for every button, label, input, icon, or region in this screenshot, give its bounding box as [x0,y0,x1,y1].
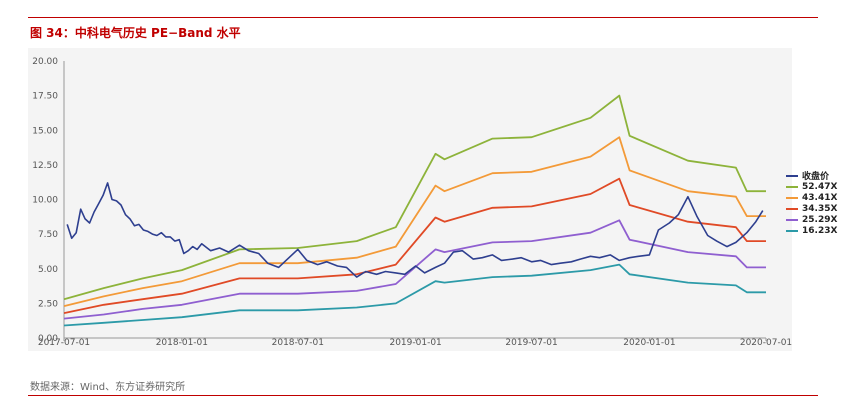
legend-item: 34.35X [786,203,837,214]
data-source: 数据来源：Wind、东方证券研究所 [30,382,186,393]
legend-item: 16.23X [786,225,837,236]
legend-label: 16.23X [802,225,838,236]
y-tick-label: 0.00 [38,334,58,344]
legend-label: 52.47X [802,181,838,192]
legend-label: 43.41X [802,192,838,203]
x-tick-label: 2019-01-01 [389,338,441,348]
legend-swatch [786,207,798,210]
top-rule [28,17,818,18]
series-line-band-2 [63,177,766,314]
figure-title: 图 34：中科电气历史 PE−Band 水平 [30,26,241,40]
legend-item: 43.41X [786,192,837,203]
series-line-close-price [66,182,764,278]
y-tick-label: 12.50 [32,161,58,171]
legend-item: 25.29X [786,214,837,225]
legend-label: 34.35X [802,203,838,214]
legend-swatch [786,185,798,188]
legend-item: 52.47X [786,181,837,192]
x-tick-label: 2018-07-01 [272,338,324,348]
x-tick-label: 2019-07-01 [505,338,557,348]
y-tick-label: 10.00 [32,196,58,206]
y-tick-label: 20.00 [32,57,58,67]
x-tick-label: 2020-01-01 [623,338,675,348]
y-tick-label: 15.00 [32,126,58,136]
y-tick-label: 7.50 [38,230,58,240]
y-tick-label: 17.50 [32,92,58,102]
series-line-band-0 [63,94,766,301]
legend-label: 收盘价 [802,172,830,182]
x-tick-label: 2020-07-01 [740,338,792,348]
legend-swatch [786,229,798,232]
x-tick-label: 2018-01-01 [156,338,208,348]
legend-item: 收盘价 [786,170,837,182]
legend-swatch [786,196,798,199]
series-line-band-4 [63,263,766,327]
bottom-rule [28,395,818,396]
chart-legend: 收盘价 52.47X 43.41X 34.35X 25.29X 16.23X [786,170,837,236]
legend-swatch [786,174,798,177]
legend-swatch [786,218,798,221]
y-tick-label: 2.50 [38,299,58,309]
y-tick-label: 5.00 [38,265,58,275]
x-tick-label: 2017-07-01 [38,338,90,348]
series-line-band-1 [63,136,766,307]
legend-label: 25.29X [802,214,838,225]
series-line-band-3 [63,219,766,320]
